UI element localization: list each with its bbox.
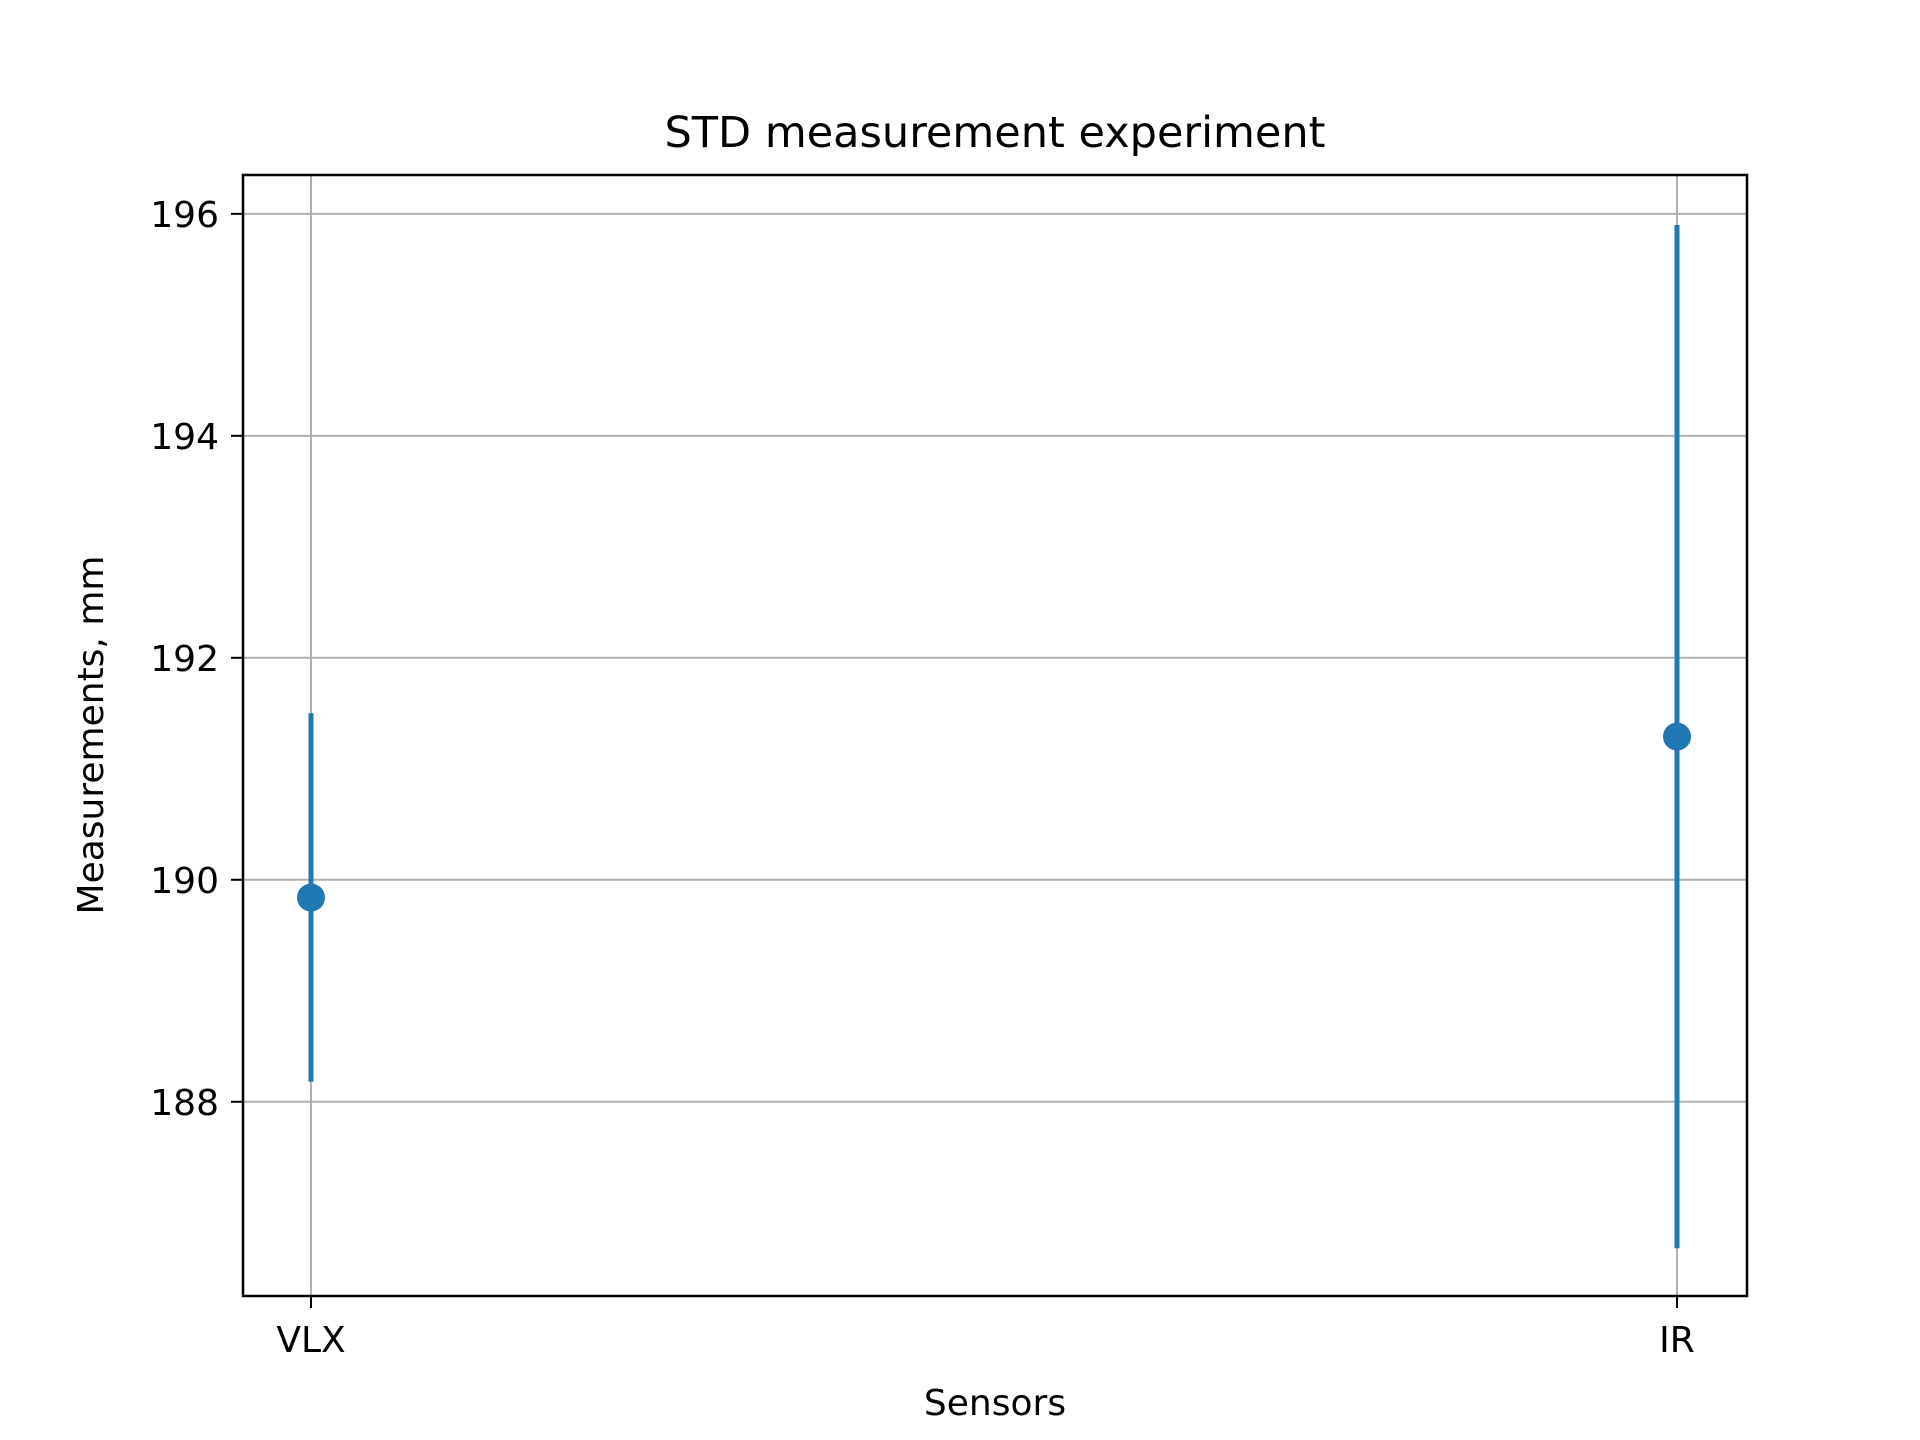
- y-tick-label: 194: [150, 417, 219, 458]
- y-tick-label: 188: [150, 1083, 219, 1124]
- data-marks: [297, 224, 1691, 1249]
- y-axis-label: Measurements, mm: [71, 556, 112, 915]
- x-tick-label-vlx: VLX: [276, 1320, 345, 1361]
- y-tick-label: 196: [150, 195, 219, 236]
- ticks: 188 190 192 194 196 VLX IR: [150, 195, 1695, 1361]
- data-point-ir: [1663, 722, 1691, 751]
- plot-frame: [241, 173, 1749, 1298]
- y-tick-label: 190: [150, 861, 219, 902]
- x-axis-label: Sensors: [924, 1383, 1066, 1424]
- data-point-vlx: [297, 883, 325, 912]
- chart-title: STD measurement experiment: [665, 108, 1326, 158]
- x-tick-label-ir: IR: [1659, 1320, 1695, 1361]
- y-tick-label: 192: [150, 639, 219, 680]
